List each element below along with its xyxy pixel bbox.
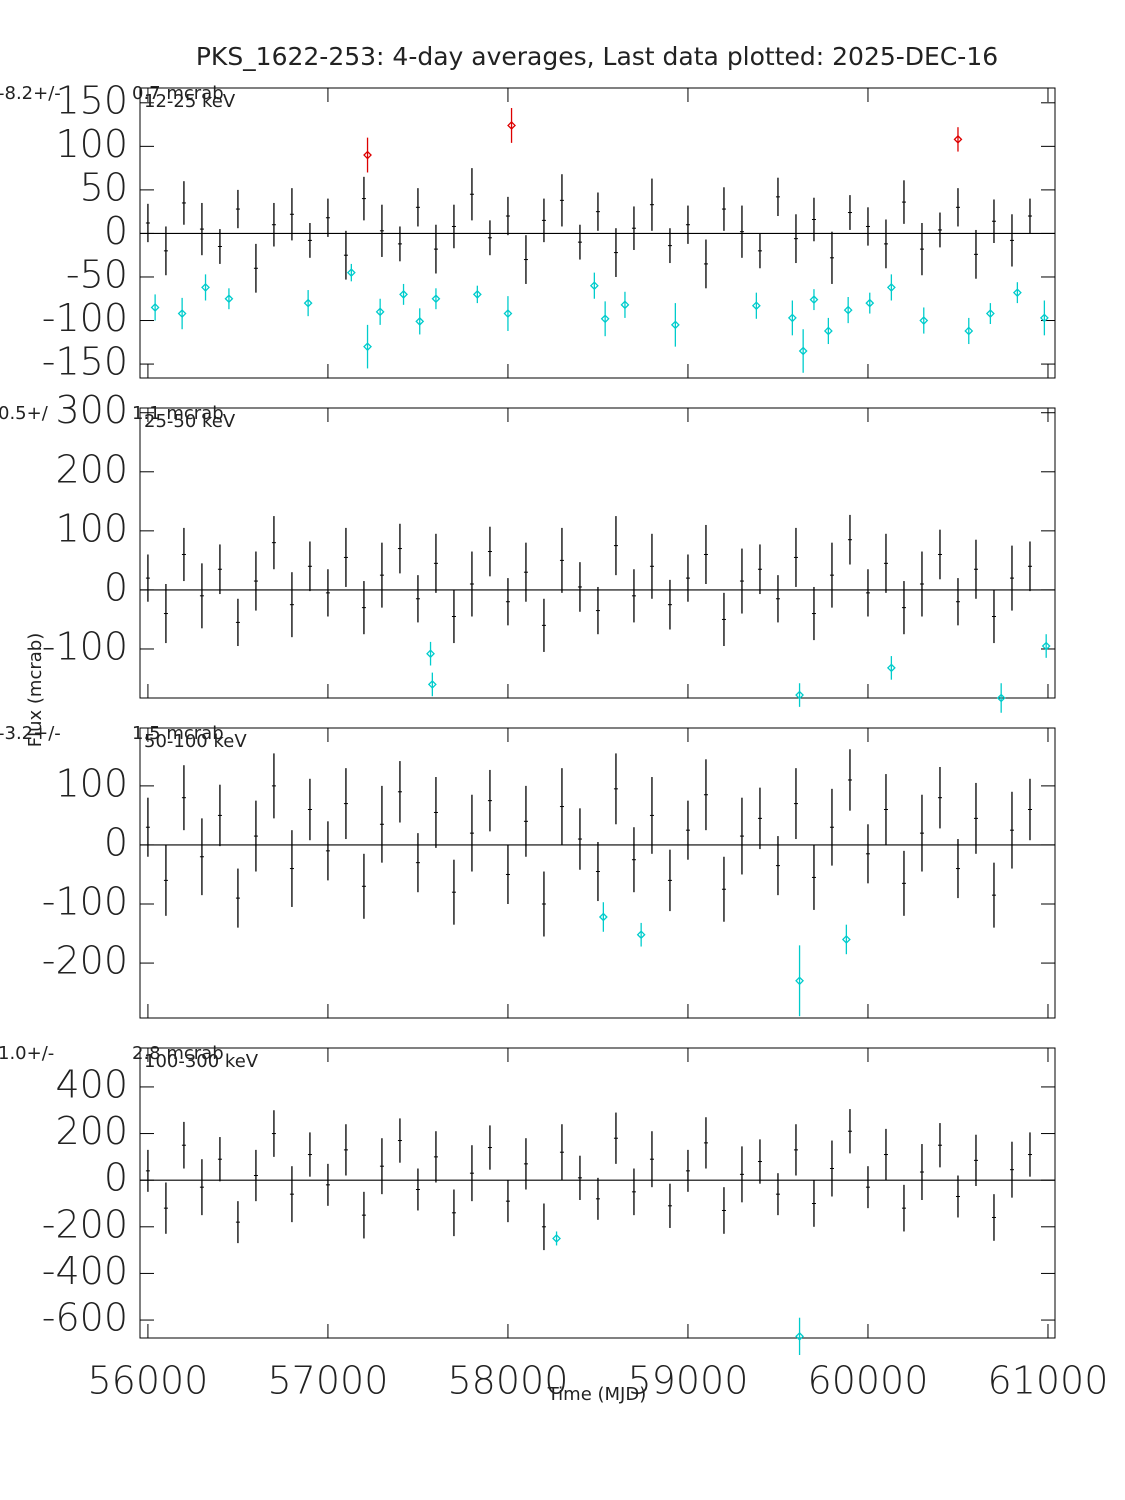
data-point bbox=[964, 326, 974, 336]
plot-frame bbox=[139, 1047, 1056, 1339]
data-point bbox=[375, 307, 385, 317]
band-label: 50-100 keV bbox=[144, 731, 247, 752]
data-point bbox=[841, 935, 851, 944]
stat-error: 2.8 mcrab bbox=[132, 1043, 224, 1064]
data-point bbox=[415, 316, 425, 326]
data-point bbox=[1012, 288, 1022, 298]
data-point bbox=[224, 294, 234, 304]
stat-value: -8.2+/- bbox=[0, 83, 61, 104]
data-point bbox=[600, 314, 610, 324]
y-tick-label: 0 bbox=[104, 1156, 128, 1200]
data-point bbox=[843, 305, 853, 315]
data-point bbox=[670, 320, 680, 330]
y-tick-label: -100 bbox=[42, 880, 128, 924]
band-label: 100-300 keV bbox=[144, 1051, 259, 1072]
y-tick-label: -50 bbox=[66, 252, 128, 296]
data-point bbox=[427, 679, 437, 689]
y-tick-label: 300 bbox=[55, 388, 128, 432]
stat-value: -3.2+/- bbox=[0, 723, 61, 744]
y-tick-label: 0 bbox=[104, 820, 128, 864]
panel: -100 0 100 200 300 25-50 keV 0.5+/ 1.1 mcrab bbox=[0, 388, 1056, 713]
data-point bbox=[886, 663, 896, 673]
data-point bbox=[346, 268, 356, 278]
plot-frame bbox=[139, 407, 1056, 699]
data-point bbox=[953, 134, 963, 144]
y-tick-label: 100 bbox=[55, 761, 128, 805]
data-point bbox=[795, 1331, 804, 1341]
y-tick-label: 50 bbox=[80, 165, 128, 209]
y-tick-label: 100 bbox=[55, 506, 128, 550]
data-point bbox=[399, 289, 408, 299]
x-tick-label: 61000 bbox=[988, 1359, 1109, 1403]
data-point bbox=[620, 300, 630, 310]
stat-error: 1.1 mcrab bbox=[132, 403, 224, 424]
y-tick-label: 200 bbox=[55, 1109, 128, 1153]
data-point bbox=[1041, 641, 1051, 651]
stat-error: 0.7 mcrab bbox=[132, 83, 224, 104]
y-tick-label: 200 bbox=[55, 447, 128, 491]
y-tick-label: -100 bbox=[42, 624, 128, 668]
y-tick-label: -150 bbox=[42, 340, 128, 384]
data-point bbox=[589, 281, 599, 291]
x-tick-label: 57000 bbox=[267, 1359, 388, 1403]
data-point bbox=[996, 693, 1006, 703]
data-point bbox=[503, 309, 513, 318]
y-tick-label: 100 bbox=[55, 122, 128, 166]
x-tick-label: 58000 bbox=[447, 1359, 568, 1403]
x-axis-label: Time (MJD) bbox=[547, 1384, 647, 1405]
y-tick-label: -200 bbox=[42, 1202, 128, 1246]
data-point bbox=[201, 283, 210, 292]
data-point bbox=[507, 121, 516, 130]
data-point bbox=[426, 649, 435, 659]
data-point bbox=[150, 303, 160, 312]
data-point bbox=[363, 342, 372, 352]
y-tick-label: 0 bbox=[104, 209, 128, 253]
x-tick-label: 60000 bbox=[808, 1359, 929, 1403]
band-label: 25-50 keV bbox=[144, 411, 236, 432]
y-tick-label: -100 bbox=[42, 296, 128, 340]
data-point bbox=[751, 301, 761, 311]
chart-title: PKS_1622-253: 4-day averages, Last data … bbox=[196, 42, 998, 71]
panel: -200 -100 0 100 50-100 keV -3.2+/- 1.5 mcrab bbox=[0, 723, 1056, 1019]
data-point bbox=[552, 1234, 561, 1243]
data-point bbox=[598, 912, 608, 922]
y-tick-label: 400 bbox=[55, 1062, 128, 1106]
data-point bbox=[865, 298, 875, 308]
data-point bbox=[431, 294, 441, 304]
y-tick-label: -400 bbox=[42, 1249, 128, 1293]
data-point bbox=[798, 346, 808, 356]
y-tick-label: 150 bbox=[55, 78, 128, 122]
data-point bbox=[823, 326, 833, 336]
data-point bbox=[636, 930, 646, 940]
data-point bbox=[177, 309, 187, 318]
data-point bbox=[1039, 313, 1049, 323]
data-point bbox=[809, 295, 819, 305]
data-point bbox=[795, 976, 804, 986]
y-tick-label: -200 bbox=[42, 939, 128, 983]
data-point bbox=[472, 289, 482, 299]
plot-frame bbox=[139, 727, 1056, 1019]
data-point bbox=[985, 309, 995, 318]
x-tick-label: 59000 bbox=[628, 1359, 749, 1403]
stat-value: 1.0+/- bbox=[0, 1043, 54, 1064]
data-point bbox=[886, 283, 896, 292]
y-tick-label: 0 bbox=[104, 565, 128, 609]
data-point bbox=[303, 298, 313, 308]
stat-value: 0.5+/ bbox=[0, 403, 49, 424]
data-point bbox=[787, 313, 797, 323]
x-tick-label: 56000 bbox=[87, 1359, 208, 1403]
stat-error: 1.5 mcrab bbox=[132, 723, 224, 744]
y-tick-label: -600 bbox=[42, 1296, 128, 1340]
data-point bbox=[795, 690, 804, 700]
band-label: 12-25 keV bbox=[144, 91, 236, 112]
data-point bbox=[919, 316, 929, 325]
y-axis-label: Flux (mcrab) bbox=[25, 633, 46, 747]
data-point bbox=[363, 150, 372, 160]
